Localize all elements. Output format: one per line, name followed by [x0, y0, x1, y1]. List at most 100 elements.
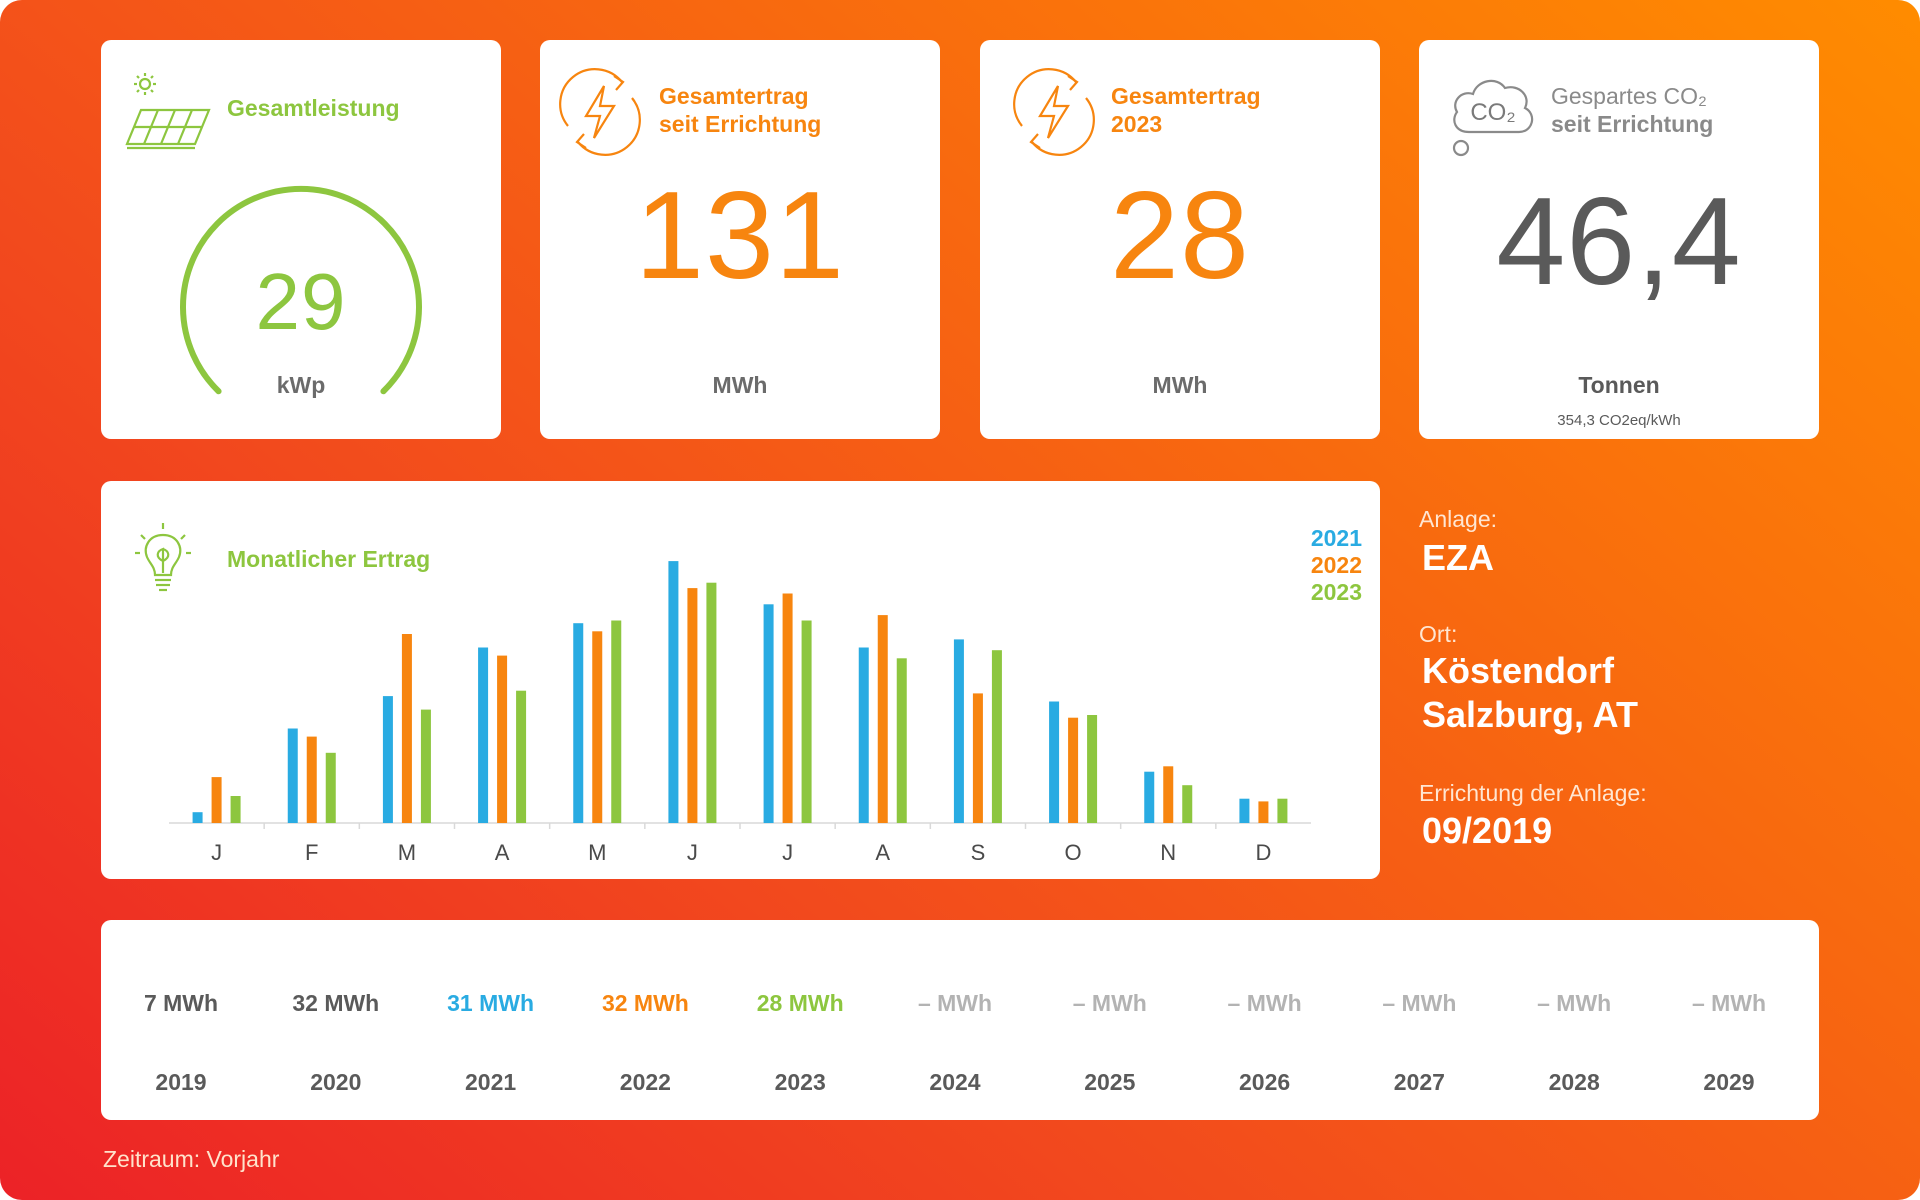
- bar-2023-2: [420, 709, 431, 823]
- legend-2023: 2023: [1310, 579, 1362, 605]
- kpi-unit-power: kWp: [276, 372, 326, 398]
- bar-2023-10: [1182, 785, 1193, 823]
- co2-icon-text: CO₂: [1470, 99, 1515, 126]
- bar-2023-8: [991, 650, 1002, 823]
- year-label: 2019: [155, 1069, 207, 1095]
- kpi-unit-year-yield: MWh: [1152, 372, 1208, 398]
- bar-2022-9: [1068, 717, 1079, 823]
- bar-2023-1: [325, 752, 336, 823]
- bar-2022-10: [1163, 766, 1174, 823]
- kpi-card-power: Gesamtleistung 29 kWp: [101, 40, 501, 439]
- year-total-value: 32 MWh: [292, 990, 380, 1016]
- bar-2022-0: [211, 777, 222, 823]
- legend-2021: 2021: [1310, 525, 1362, 551]
- plant-value: EZA: [1422, 537, 1494, 578]
- year-label: 2020: [310, 1069, 362, 1095]
- year-total-value: – MWh: [1227, 990, 1302, 1016]
- bar-2022-2: [401, 634, 412, 823]
- kpi-title-co2: Gespartes CO₂ seit Errichtung: [1551, 82, 1713, 138]
- bar-2023-6: [801, 620, 812, 823]
- solar-panel-icon: [125, 73, 211, 150]
- install-value: 09/2019: [1422, 810, 1553, 851]
- kpi-value-co2: 46,4: [1496, 173, 1742, 311]
- kpi-title-total-yield: Gesamtertrag seit Errichtung: [659, 82, 821, 138]
- bar-2022-5: [687, 588, 698, 823]
- year-label: 2025: [1084, 1069, 1136, 1095]
- bar-2021-4: [573, 623, 584, 823]
- yearly-totals-card: [101, 920, 1819, 1120]
- legend-2022: 2022: [1310, 552, 1362, 578]
- bar-2022-1: [306, 736, 317, 823]
- lightning-cycle-icon: [1013, 68, 1095, 156]
- bar-2023-0: [230, 796, 241, 823]
- kpi-title-line2: seit Errichtung: [1551, 111, 1714, 137]
- bar-2023-4: [611, 620, 622, 823]
- kpi-title-line1: Gesamtertrag: [659, 83, 809, 109]
- month-label: D: [1255, 840, 1271, 865]
- kpi-title-power: Gesamtleistung: [227, 95, 400, 121]
- lightbulb-leaf-icon: [135, 523, 191, 592]
- kpi-card-year-yield: Gesamtertrag 2023 28 MWh: [980, 40, 1380, 439]
- year-total-value: – MWh: [1691, 990, 1767, 1016]
- kpi-value-year-yield: 28: [1110, 167, 1250, 305]
- kpi-unit-co2: Tonnen: [1578, 372, 1660, 398]
- month-label: O: [1065, 840, 1082, 865]
- year-label: 2023: [774, 1069, 826, 1095]
- year-total-value: – MWh: [1382, 990, 1457, 1016]
- location-line2: Salzburg, AT: [1422, 694, 1638, 735]
- month-label: J: [687, 840, 698, 865]
- year-label: 2029: [1703, 1069, 1755, 1095]
- kpi-title-line1: Gesamtertrag: [1111, 83, 1261, 109]
- bar-2021-9: [1049, 701, 1060, 823]
- location-label: Ort:: [1419, 621, 1458, 647]
- bar-2022-4: [592, 631, 603, 823]
- year-total-value: 7 MWh: [143, 990, 219, 1016]
- month-label: M: [588, 840, 606, 865]
- bar-2023-5: [706, 582, 717, 823]
- bar-2021-0: [192, 812, 203, 823]
- month-label: S: [971, 840, 986, 865]
- bar-2021-8: [953, 639, 964, 823]
- year-total-value: 32 MWh: [601, 990, 689, 1016]
- month-label: J: [782, 840, 793, 865]
- year-total-value: – MWh: [1072, 990, 1147, 1016]
- bar-2021-5: [668, 561, 679, 823]
- bar-2023-9: [1087, 715, 1098, 823]
- kpi-card-co2: CO₂ Gespartes CO₂ seit Errichtung 46,4 T…: [1419, 40, 1819, 439]
- bar-2023-3: [516, 690, 527, 823]
- install-label: Errichtung der Anlage:: [1419, 780, 1647, 806]
- year-total-value: – MWh: [917, 990, 993, 1016]
- lightning-cycle-icon: [559, 68, 641, 156]
- kpi-unit-total-yield: MWh: [712, 372, 768, 398]
- bar-2021-10: [1144, 771, 1155, 823]
- kpi-value-total-yield: 131: [635, 167, 845, 305]
- month-label: A: [875, 840, 890, 865]
- bar-2022-6: [782, 593, 793, 823]
- year-label: 2022: [619, 1069, 671, 1095]
- kpi-value-power: 29: [255, 257, 347, 346]
- kpi-card-total-yield: Gesamtertrag seit Errichtung 131 MWh: [540, 40, 940, 439]
- bar-2022-11: [1258, 801, 1269, 823]
- chart-legend: 2021 2022 2023: [1311, 525, 1362, 606]
- bar-2023-7: [896, 658, 907, 823]
- kpi-title-line2: 2023: [1111, 111, 1163, 137]
- bar-2021-11: [1239, 798, 1250, 823]
- co2-factor-note: 354,3 CO2eq/kWh: [1557, 412, 1681, 429]
- power-gauge: [180, 185, 422, 395]
- bar-2023-11: [1277, 798, 1288, 823]
- kpi-title-line2: seit Errichtung: [659, 111, 822, 137]
- month-label: J: [211, 840, 222, 865]
- plant-label: Anlage:: [1419, 506, 1498, 532]
- kpi-title-year-yield: Gesamtertrag 2023: [1111, 82, 1261, 138]
- bar-2021-7: [858, 647, 869, 823]
- year-total-value: 31 MWh: [447, 990, 535, 1016]
- year-label: 2026: [1239, 1069, 1291, 1095]
- year-label: 2024: [929, 1069, 981, 1095]
- year-label: 2027: [1393, 1069, 1445, 1095]
- monthly-yield-title: Monatlicher Ertrag: [227, 546, 431, 572]
- location-line1: Köstendorf: [1422, 650, 1614, 691]
- month-label: A: [495, 840, 510, 865]
- co2-cloud-icon: CO₂: [1452, 79, 1534, 157]
